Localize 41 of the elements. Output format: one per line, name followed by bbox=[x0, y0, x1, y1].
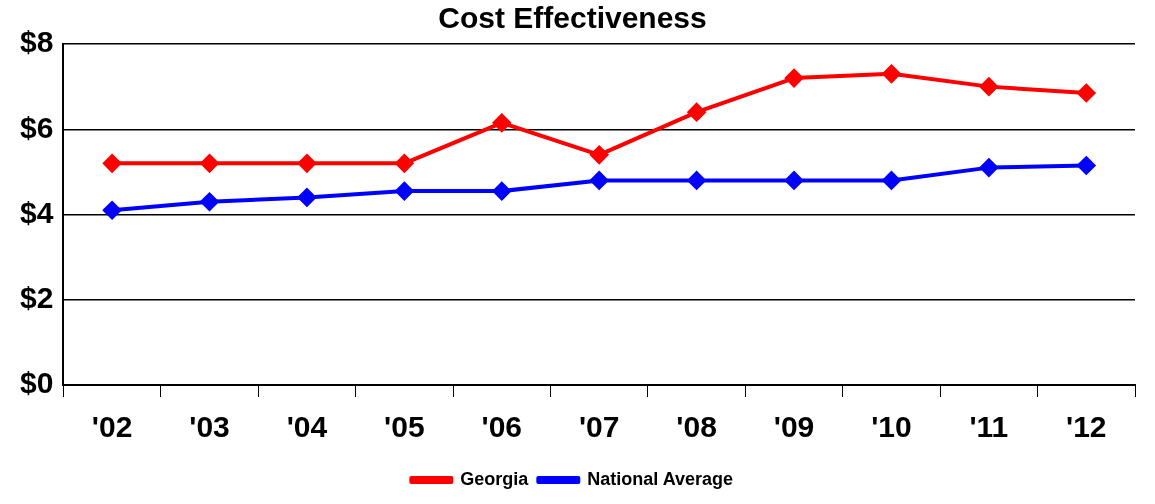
point bbox=[882, 171, 901, 190]
y-tick-label: $2 bbox=[19, 281, 54, 315]
x-tick-label: '07 bbox=[578, 410, 620, 444]
x-tick-label: '03 bbox=[189, 410, 230, 444]
x-tick-label: '09 bbox=[773, 410, 815, 444]
x-tick-label: '11 bbox=[969, 410, 1009, 444]
x-tick-label: '12 bbox=[1066, 410, 1107, 444]
point bbox=[1077, 84, 1096, 103]
x-tick-label: '06 bbox=[481, 410, 523, 444]
chart-title: Cost Effectiveness bbox=[438, 1, 707, 35]
x-tick-label: '04 bbox=[286, 410, 328, 444]
x-tick-label: '02 bbox=[91, 410, 133, 444]
point bbox=[687, 171, 706, 190]
point bbox=[492, 182, 511, 201]
x-tick-label: '08 bbox=[676, 410, 717, 444]
point bbox=[590, 171, 609, 190]
point bbox=[297, 154, 316, 173]
legend-label: National Average bbox=[587, 468, 734, 489]
point bbox=[200, 154, 219, 173]
x-tick-label: '05 bbox=[384, 410, 425, 444]
point bbox=[297, 188, 316, 207]
point bbox=[492, 113, 511, 132]
y-tick-label: $6 bbox=[19, 110, 54, 144]
point bbox=[979, 158, 998, 177]
point bbox=[200, 192, 219, 211]
x-tick-label: '10 bbox=[871, 410, 912, 444]
legend-label: Georgia bbox=[460, 468, 530, 489]
point bbox=[882, 64, 901, 83]
point bbox=[395, 154, 414, 173]
y-tick-label: $4 bbox=[19, 195, 54, 229]
point bbox=[395, 182, 414, 201]
point bbox=[103, 154, 122, 173]
point bbox=[1077, 156, 1096, 175]
point bbox=[979, 77, 998, 96]
point bbox=[590, 145, 609, 164]
y-tick-label: $0 bbox=[19, 366, 54, 400]
point bbox=[687, 103, 706, 122]
point bbox=[103, 201, 122, 220]
y-tick-label: $8 bbox=[19, 25, 54, 59]
point bbox=[785, 171, 804, 190]
point bbox=[785, 69, 804, 88]
